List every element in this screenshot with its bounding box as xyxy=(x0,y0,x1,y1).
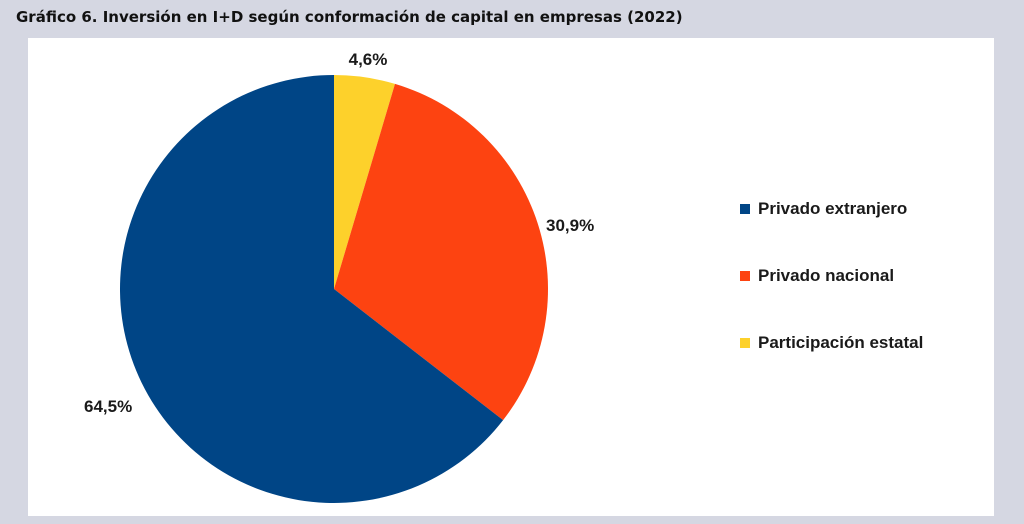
pie-slice-participacion-estatal xyxy=(334,75,395,289)
legend-item-privado-nacional: Privado nacional xyxy=(740,265,923,287)
legend-label-privado-nacional: Privado nacional xyxy=(758,266,895,285)
legend-item-privado-extranjero: Privado extranjero xyxy=(740,198,923,220)
data-label-participacion-estatal: 4,6% xyxy=(349,50,388,69)
legend-item-participacion-estatal: Participación estatal xyxy=(740,332,923,354)
legend-swatch-privado-nacional xyxy=(740,271,750,281)
legend-swatch-participacion-estatal xyxy=(740,338,750,348)
legend-label-privado-extranjero: Privado extranjero xyxy=(758,199,908,218)
legend: Privado extranjero Privado nacional Part… xyxy=(740,198,923,399)
pie-slice-privado-nacional xyxy=(334,83,548,421)
pie-slice-privado-extranjero xyxy=(119,75,504,504)
chart-title: Gráfico 6. Inversión en I+D según confor… xyxy=(16,8,683,26)
data-label-privado-nacional: 30,9% xyxy=(546,216,594,235)
pie-chart: 4,6% 30,9% 64,5% xyxy=(84,50,594,504)
legend-label-participacion-estatal: Participación estatal xyxy=(758,333,924,352)
plot-area: 4,6% 30,9% 64,5% Privado extranjero Privad… xyxy=(28,38,994,516)
legend-swatch-privado-extranjero xyxy=(740,204,750,214)
data-label-privado-extranjero: 64,5% xyxy=(84,397,132,416)
